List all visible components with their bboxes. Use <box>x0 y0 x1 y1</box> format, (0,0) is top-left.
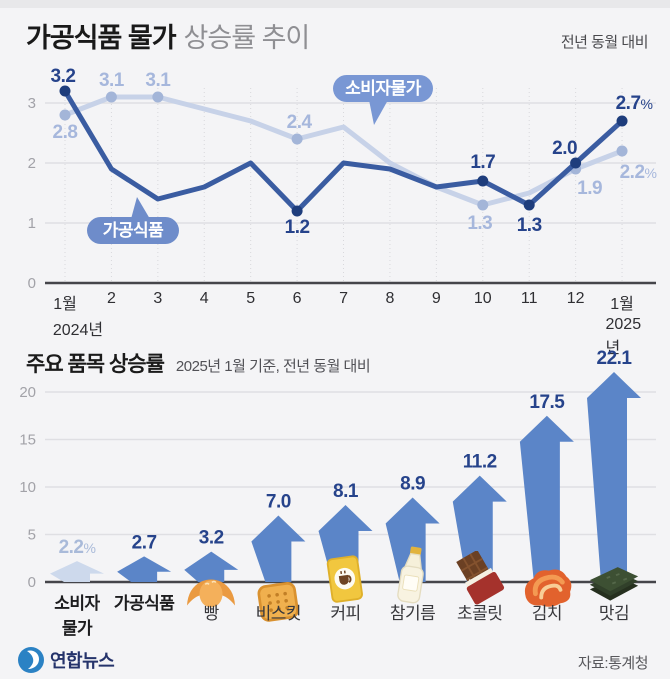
point-value-label: 2.0 <box>552 138 577 159</box>
y-tick-label: 2 <box>28 155 36 172</box>
arrow-bar <box>251 515 306 582</box>
x-axis-label: 11 <box>520 290 538 307</box>
point-value-label: 2.2% <box>620 162 657 183</box>
point-value-label: 1.3 <box>517 215 542 236</box>
bar-chart-header: 주요 품목 상승률 2025년 1월 기준, 전년 동월 대비 <box>26 348 371 378</box>
point-value-label: 2.4 <box>287 112 313 133</box>
x-axis-label: 8 <box>385 290 395 307</box>
yonhap-logo-icon <box>18 647 44 673</box>
x-axis-label: 5 <box>246 290 256 307</box>
processed-food-callout-label: 가공식품 <box>102 221 164 240</box>
footer: 연합뉴스 자료:통계청 <box>0 645 670 679</box>
bar-value-label: 7.0 <box>266 492 291 513</box>
x-axis-label: 1월 <box>53 296 77 313</box>
bar-value-label: 17.5 <box>529 392 565 413</box>
x-axis-label: 6 <box>292 290 302 307</box>
arrow-bar <box>117 556 172 582</box>
yonhap-logo: 연합뉴스 <box>18 647 115 673</box>
y-tick-label: 3 <box>28 95 36 112</box>
x-axis-label: 2 <box>106 290 116 307</box>
x-axis-label: 12 <box>566 290 585 307</box>
bar-chart: 0 5 10 15 20 2.2% 2.7 3.2 7.0 8.1 8.9 11.2 17.5 22.1 … <box>0 350 670 645</box>
bar-category-label: 초콜릿 <box>457 604 503 623</box>
point-value-label: 1.7 <box>470 152 495 173</box>
comparison-note: 전년 동월 대비 <box>560 34 649 51</box>
arrow-bar <box>452 475 507 582</box>
bar-value-label: 2.7 <box>132 532 157 553</box>
point-value-label: 3.1 <box>145 70 171 91</box>
y-tick-label: 0 <box>28 574 36 591</box>
y-tick-label: 1 <box>28 215 36 232</box>
bar-value-label: 8.1 <box>333 481 359 502</box>
page-title-light: 상승률 추이 <box>183 23 311 53</box>
bar-chart-title: 주요 품목 상승률 <box>26 353 165 376</box>
x-axis-end-year: 2025년 <box>605 316 642 357</box>
top-border <box>0 0 670 8</box>
point-value-label: 2.8 <box>53 122 78 143</box>
page-title-strong: 가공식품 물가 <box>26 23 177 53</box>
coffee-icon <box>326 555 363 603</box>
y-tick-label: 15 <box>19 432 36 449</box>
point-value-label: 3.2 <box>51 66 76 87</box>
sesame-oil-icon <box>397 546 424 604</box>
bar-value-label: 22.1 <box>597 350 633 369</box>
data-source: 자료:통계청 <box>577 655 649 672</box>
bar-category-label: 김치 <box>531 604 563 623</box>
arrow-bar <box>519 415 574 582</box>
bar-chart-plot: 0 5 10 15 20 2.2% 2.7 3.2 7.0 8.1 8.9 11.2 17.5 22.1 <box>19 350 656 591</box>
bar-value-label: 3.2 <box>199 528 224 549</box>
bar-chart-subtitle: 2025년 1월 기준, 전년 동월 대비 <box>175 358 371 375</box>
bar-category-label: 커피 <box>330 604 361 623</box>
biscuit-icon <box>257 582 299 622</box>
x-axis-label: 7 <box>339 290 348 307</box>
point-value-label: 1.3 <box>467 213 492 234</box>
x-axis-label: 9 <box>431 290 441 307</box>
point-value-label: 3.1 <box>99 70 125 91</box>
x-axis-label: 10 <box>473 290 492 307</box>
y-tick-label: 10 <box>19 479 36 496</box>
header: 가공식품 물가 상승률 추이 전년 동월 대비 <box>26 16 649 55</box>
point-value-label: 2.7% <box>616 93 653 114</box>
line-chart-plot: 0 1 2 3 2.8 3.1 3.1 2.4 1.3 1.9 2.2% 3.2 1.2 1.7 1.3 2.… <box>28 66 657 292</box>
bar-category-label: 맛김 <box>598 604 630 623</box>
bread-icon <box>187 579 235 608</box>
bar-value-label: 2.2% <box>59 537 96 558</box>
arrow-bar <box>50 561 104 582</box>
x-axis-label: 3 <box>153 290 163 307</box>
y-tick-label: 0 <box>28 275 36 292</box>
bar-value-label: 11.2 <box>463 452 497 473</box>
y-tick-label: 20 <box>19 384 36 401</box>
chocolate-icon <box>456 551 505 605</box>
x-axis-label: 1월 <box>610 296 634 313</box>
consumer-price-callout: 소비자물가 <box>333 75 433 125</box>
point-value-label: 1.2 <box>285 217 310 238</box>
x-axis-start-year: 2024년 <box>52 322 104 339</box>
consumer-price-callout-label: 소비자물가 <box>345 79 421 98</box>
bar-category-label: 소비자 물가 <box>54 594 100 638</box>
kimchi-icon <box>524 569 572 607</box>
line-chart: 0 1 2 3 2.8 3.1 3.1 2.4 1.3 1.9 2.2% 3.2 1.2 1.7 1.3 2.… <box>0 60 670 357</box>
bar-category-label: 가공식품 <box>113 594 175 613</box>
bar-category-label: 비스킷 <box>255 604 302 623</box>
y-tick-label: 5 <box>28 527 36 544</box>
arrow-bar <box>385 497 440 582</box>
point-value-label: 1.9 <box>577 178 602 199</box>
bar-category-label: 빵 <box>203 604 220 623</box>
arrow-bar <box>184 551 239 582</box>
bar-value-label: 8.9 <box>400 473 425 494</box>
bar-category-label: 참기름 <box>389 604 436 623</box>
brand-name: 연합뉴스 <box>50 651 115 671</box>
arrow-bar <box>587 372 641 582</box>
x-axis-label: 4 <box>199 290 209 307</box>
seaweed-icon <box>589 567 639 601</box>
processed-food-callout: 가공식품 <box>87 197 179 244</box>
